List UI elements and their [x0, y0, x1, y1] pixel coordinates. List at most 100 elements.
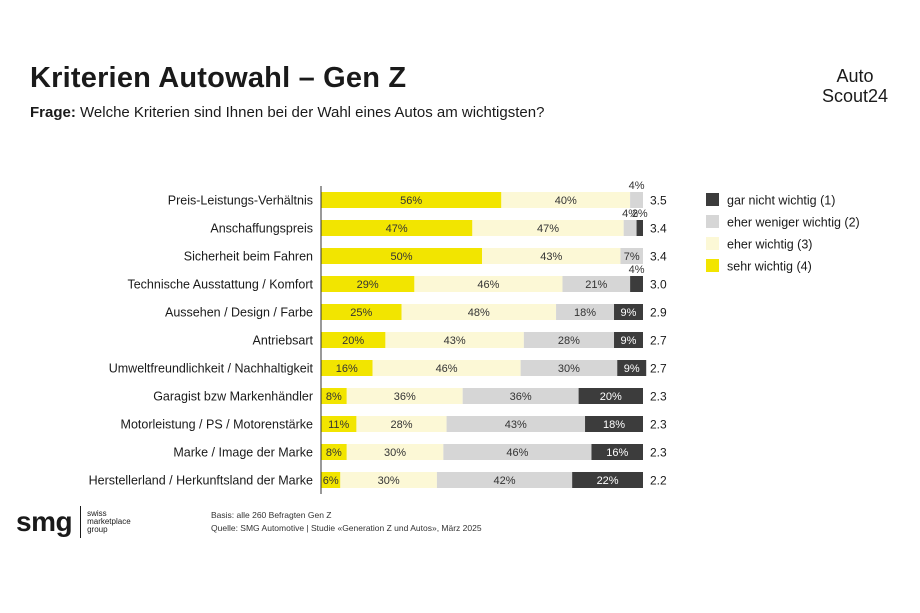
category-label: Motorleistung / PS / Motorenstärke: [121, 418, 313, 432]
data-label: 8%: [326, 447, 342, 459]
bar-segment: [446, 416, 586, 432]
category-label: Preis-Leistungs-Verhältnis: [168, 194, 313, 208]
question: Frage: Welche Kriterien sind Ihnen bei d…: [30, 104, 544, 121]
data-label: 9%: [621, 307, 637, 319]
bar-segment: [401, 304, 557, 320]
category-label: Herstellerland / Herkunftsland der Marke: [89, 474, 313, 488]
data-label: 28%: [390, 419, 412, 431]
data-label: 21%: [585, 279, 607, 291]
average-value: 3.4: [650, 222, 667, 236]
bar-segment: [578, 388, 643, 404]
category-label: Garagist bzw Markenhändler: [153, 390, 313, 404]
bar-segment: [321, 388, 347, 404]
brand-sub-3: group: [87, 525, 108, 534]
bar-segment: [443, 444, 592, 460]
data-label: 28%: [558, 335, 580, 347]
data-label: 47%: [537, 223, 559, 235]
bar-segment: [572, 472, 643, 488]
data-label: 30%: [378, 475, 400, 487]
data-label: 18%: [574, 307, 596, 319]
bar-segment: [520, 360, 618, 376]
data-label: 46%: [477, 279, 499, 291]
data-label: 43%: [444, 335, 466, 347]
bar-segment: [414, 276, 563, 292]
legend-label: gar nicht wichtig (1): [727, 194, 835, 208]
data-label: 8%: [326, 391, 342, 403]
average-value: 2.2: [650, 474, 667, 488]
legend-swatch: [706, 237, 719, 250]
data-label: 9%: [624, 363, 640, 375]
bar-segment: [630, 192, 643, 208]
data-label: 18%: [603, 419, 625, 431]
category-label: Marke / Image der Marke: [173, 446, 313, 460]
legend-swatch: [706, 259, 719, 272]
data-label: 7%: [624, 251, 640, 263]
bar-segment: [321, 248, 482, 264]
average-value: 3.5: [650, 194, 667, 208]
bar-segment: [591, 444, 643, 460]
data-label: 6%: [323, 475, 339, 487]
bar-segment: [321, 304, 402, 320]
category-label: Anschaffungspreis: [210, 222, 313, 236]
brand-subtitle: swiss marketplace group: [87, 510, 131, 534]
bar-segment: [321, 220, 473, 236]
average-value: 2.3: [650, 446, 667, 460]
bar-segment: [630, 276, 643, 292]
bar-segment: [585, 416, 643, 432]
bar-segment: [523, 332, 615, 348]
bar-segment: [340, 472, 437, 488]
data-label: 47%: [386, 223, 408, 235]
category-label: Sicherheit beim Fahren: [184, 250, 313, 264]
bar-segment: [636, 220, 643, 236]
data-label: 4%: [629, 264, 645, 276]
data-label: 46%: [436, 363, 458, 375]
data-label: 16%: [606, 447, 628, 459]
data-label: 43%: [505, 419, 527, 431]
legend-label: eher wichtig (3): [727, 238, 812, 252]
average-value: 2.3: [650, 390, 667, 404]
category-label: Antriebsart: [253, 334, 314, 348]
data-label: 20%: [600, 391, 622, 403]
source-note: Quelle: SMG Automotive | Studie «Generat…: [211, 523, 482, 533]
data-label: 11%: [328, 419, 349, 431]
smg-logo: smg swiss marketplace group: [16, 506, 131, 538]
bar-segment: [321, 276, 415, 292]
question-text: Welche Kriterien sind Ihnen bei der Wahl…: [80, 104, 545, 121]
data-label: 4%: [629, 180, 645, 192]
data-label: 4%: [622, 208, 638, 220]
legend-label: eher weniger wichtig (2): [727, 216, 860, 230]
bar-segment: [346, 444, 444, 460]
data-label: 9%: [621, 335, 637, 347]
smg-wordmark: smg: [16, 506, 73, 537]
bar-segment: [321, 416, 357, 432]
data-label: 30%: [558, 363, 580, 375]
footnotes: Basis: alle 260 Befragten Gen Z Quelle: …: [211, 509, 482, 535]
category-label: Technische Ausstattung / Komfort: [127, 278, 313, 292]
bar-segment: [462, 388, 579, 404]
data-label: 42%: [494, 475, 516, 487]
bar-segment: [620, 248, 643, 264]
bar-segment: [501, 192, 631, 208]
bar-segment: [436, 472, 573, 488]
average-value: 2.9: [650, 306, 667, 320]
basis-note: Basis: alle 260 Befragten Gen Z: [211, 510, 332, 520]
bar-segment: [617, 360, 647, 376]
average-value: 2.3: [650, 418, 667, 432]
bar-segment: [321, 472, 341, 488]
legend-label: sehr wichtig (4): [727, 260, 812, 274]
brand-divider: [80, 506, 82, 538]
legend-swatch: [706, 193, 719, 206]
logo-line-1: Auto: [836, 66, 874, 86]
category-label: Umweltfreundlichkeit / Nachhaltigkeit: [109, 362, 314, 376]
data-label: 2%: [632, 208, 648, 220]
brand-sub-2: marketplace: [87, 517, 131, 526]
logo-line-2: Scout24: [821, 86, 889, 106]
data-label: 56%: [400, 195, 422, 207]
bar-segment: [385, 332, 524, 348]
data-label: 46%: [506, 447, 528, 459]
bar-segment: [321, 360, 373, 376]
average-value: 3.0: [650, 278, 667, 292]
data-label: 30%: [384, 447, 406, 459]
brand-sub-1: swiss: [87, 509, 107, 518]
category-label: Aussehen / Design / Farbe: [165, 306, 313, 320]
